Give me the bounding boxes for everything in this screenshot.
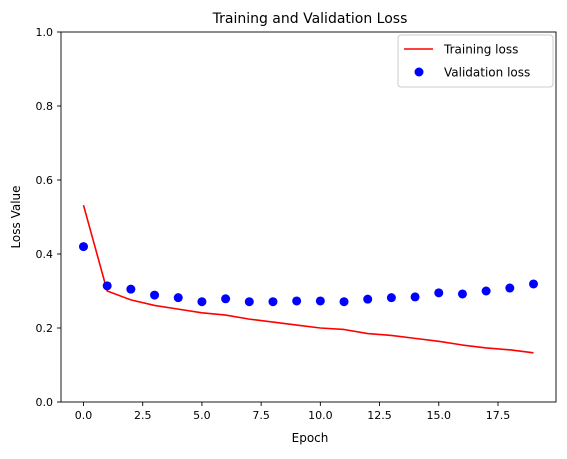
legend-training-label: Training loss	[443, 43, 518, 57]
validation-loss-point	[268, 297, 278, 307]
legend-validation-label: Validation loss	[444, 66, 530, 80]
x-axis-label: Epoch	[292, 431, 329, 445]
validation-loss-point	[150, 290, 160, 300]
x-tick-label: 15.0	[427, 409, 452, 422]
x-tick-label: 2.5	[134, 409, 152, 422]
validation-loss-point	[434, 288, 444, 298]
validation-loss-point	[410, 292, 420, 302]
y-tick-label: 1.0	[36, 26, 54, 39]
validation-loss-point	[221, 294, 231, 304]
validation-loss-point	[339, 297, 349, 307]
validation-loss-point	[102, 281, 112, 291]
x-tick-label: 0.0	[75, 409, 93, 422]
validation-loss-point	[79, 242, 88, 252]
validation-loss-point	[197, 297, 207, 307]
series-group	[79, 204, 538, 354]
validation-loss-point	[126, 284, 136, 294]
chart-title: Training and Validation Loss	[212, 11, 408, 27]
x-tick-label: 7.5	[252, 409, 270, 422]
plot-area	[61, 32, 556, 402]
y-tick-label: 0.4	[36, 248, 54, 261]
axes-frame	[60, 31, 557, 403]
y-tick-label: 0.8	[36, 100, 54, 113]
validation-loss-point	[505, 283, 515, 293]
x-tick-label: 17.5	[486, 409, 511, 422]
validation-loss-point	[457, 289, 467, 299]
y-axis-label: Loss Value	[9, 185, 23, 248]
legend: Training loss Validation loss	[397, 34, 554, 88]
y-tick-label: 0.0	[36, 396, 54, 409]
validation-loss-point	[386, 293, 396, 303]
validation-loss-point	[529, 279, 538, 289]
training-loss-line	[82, 204, 534, 354]
validation-loss-point	[315, 296, 325, 306]
x-tick-label: 5.0	[193, 409, 211, 422]
x-tick-label: 10.0	[308, 409, 333, 422]
y-tick-label: 0.2	[36, 322, 54, 335]
legend-box	[397, 34, 554, 88]
validation-loss-point	[173, 293, 183, 303]
axes-group: 0.0 2.5 5.0 7.5 10.0 12.5 15.0 17.5 0.0 0.2 0.4 0.6…	[36, 26, 557, 422]
validation-loss-point	[363, 294, 373, 304]
legend-validation-marker	[414, 67, 424, 77]
validation-loss-point	[244, 297, 254, 307]
validation-loss-point	[292, 296, 302, 306]
validation-loss-point	[481, 286, 491, 296]
x-tick-label: 12.5	[367, 409, 392, 422]
plot-background	[61, 32, 556, 402]
y-tick-label: 0.6	[36, 174, 54, 187]
